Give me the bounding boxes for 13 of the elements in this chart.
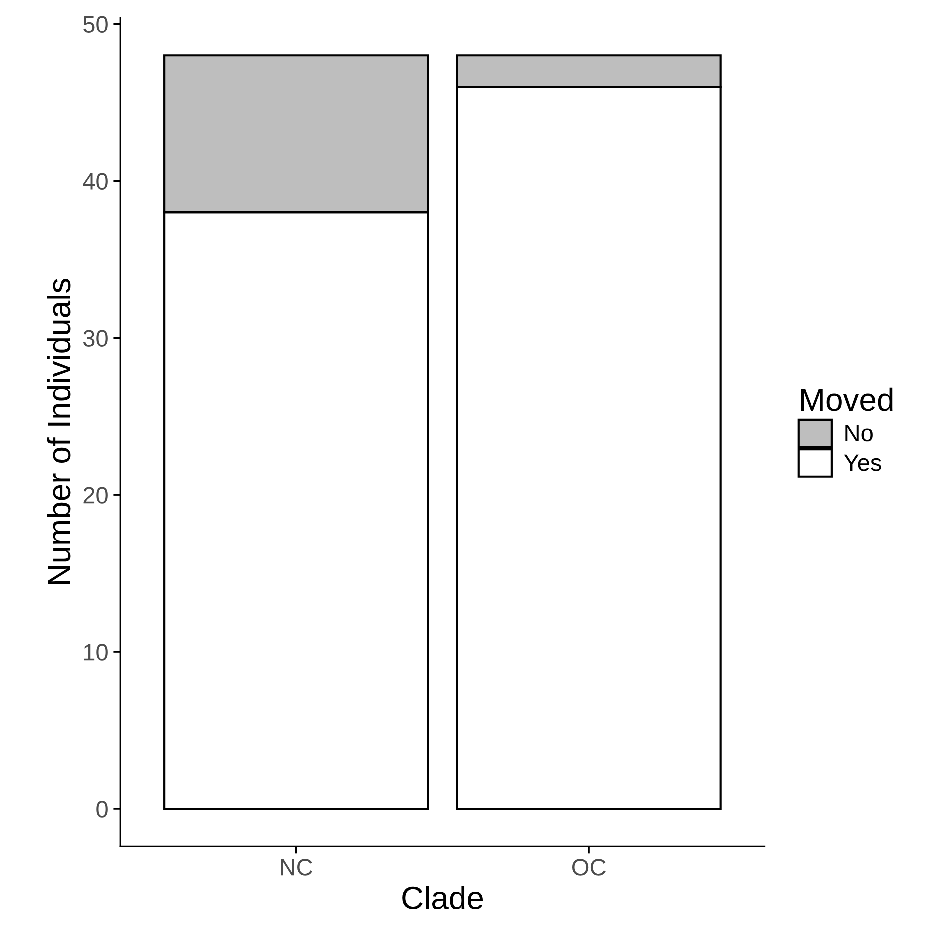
x-tick-label: NC xyxy=(281,859,312,876)
y-axis-title: Number of Individuals xyxy=(47,279,71,584)
x-axis-title: Clade xyxy=(402,886,484,910)
legend-label: No xyxy=(846,425,873,442)
x-tick-label: OC xyxy=(572,859,606,876)
y-tick-label: 40 xyxy=(83,173,108,190)
y-tick-label: 10 xyxy=(84,644,108,661)
y-tick-label: 30 xyxy=(83,330,108,347)
legend-title: Moved xyxy=(802,388,893,412)
y-tick-label: 0 xyxy=(96,801,108,818)
y-tick-label: 20 xyxy=(84,487,108,504)
y-tick-label: 50 xyxy=(84,16,108,34)
legend-label: Yes xyxy=(844,454,882,472)
